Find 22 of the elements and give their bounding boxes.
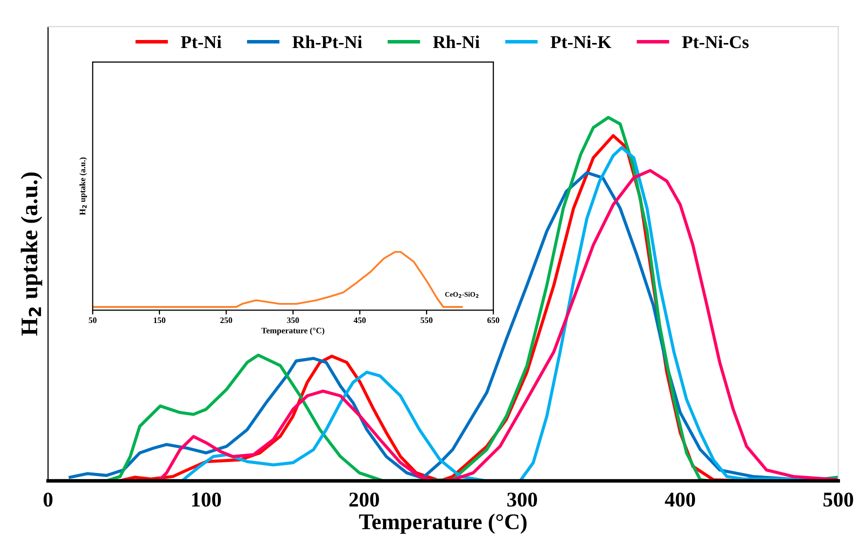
legend-label: Pt-Ni — [180, 35, 222, 48]
x-tick-label: 200 — [349, 492, 379, 507]
legend-label: Rh-Pt-Ni — [292, 35, 362, 48]
x-tick-label: 150 — [154, 317, 166, 324]
x-tick-label: 450 — [354, 317, 366, 324]
legend-label: Rh-Ni — [433, 35, 480, 48]
x-tick-label: 400 — [664, 492, 696, 507]
x-axis-title: Temperature (°C) — [359, 514, 527, 534]
x-tick-label: 350 — [287, 317, 299, 324]
x-axis-title: Temperature (°C) — [261, 328, 324, 336]
legend-label: Pt-Ni-K — [550, 35, 612, 48]
x-tick-label: 0 — [44, 492, 52, 507]
y-axis-title: H$_{2}$ uptake (a.u.) — [20, 172, 42, 336]
x-tick-label: 300 — [507, 492, 538, 507]
x-tick-label: 500 — [823, 492, 854, 507]
x-tick-label: 100 — [192, 492, 221, 507]
legend-label: Pt-Ni-Cs — [682, 35, 749, 48]
x-tick-label: 50 — [88, 317, 97, 324]
y-axis-title: H$_{2}$ uptake (a.u.) — [79, 157, 87, 216]
x-tick-label: 250 — [220, 317, 232, 324]
x-tick-label: 550 — [420, 317, 432, 324]
x-tick-label: 650 — [487, 317, 500, 324]
